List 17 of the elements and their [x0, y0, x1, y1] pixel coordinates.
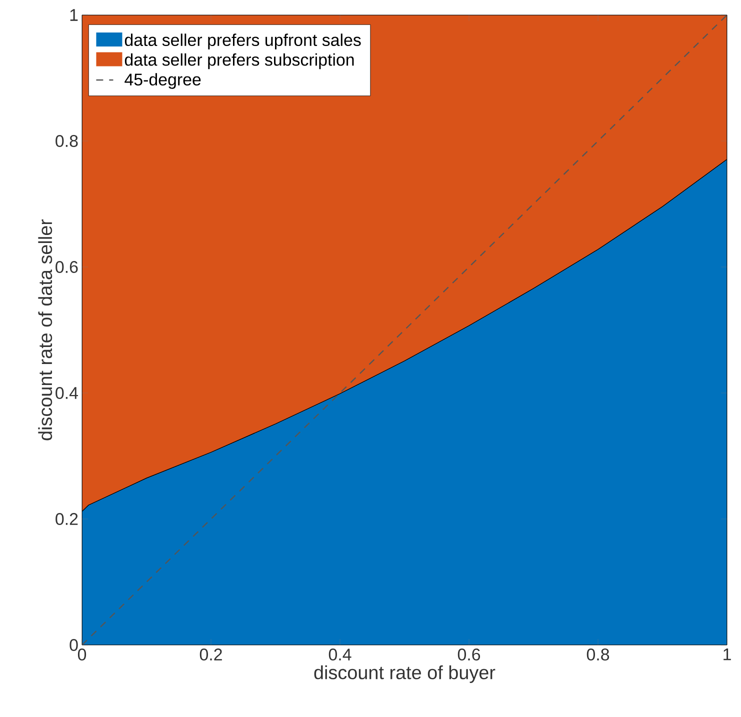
y-tick-label: 0.2 — [56, 513, 78, 525]
y-tick-label: 0.4 — [56, 387, 78, 399]
x-axis-title: discount rate of buyer — [314, 665, 496, 683]
y-tick-label: 0 — [70, 639, 78, 652]
x-tick-label: 0.4 — [328, 648, 352, 661]
y-tick-label: 0.6 — [56, 261, 78, 273]
legend-label: data seller prefers upfront sales — [124, 34, 361, 50]
x-tick-label: 0.8 — [586, 648, 610, 661]
x-tick-label: 0 — [78, 648, 86, 661]
y-tick-label: 1 — [70, 9, 78, 21]
x-tick-label: 0.2 — [200, 648, 222, 661]
x-tick-label: 1 — [724, 648, 731, 660]
y-tick-label: 0.8 — [56, 134, 78, 147]
legend-label: 45-degree — [124, 73, 201, 89]
legend-label: data seller prefers subscription — [124, 53, 354, 70]
y-axis-title: discount rate of data seller — [38, 219, 52, 440]
x-tick-label: 0.6 — [458, 648, 480, 661]
